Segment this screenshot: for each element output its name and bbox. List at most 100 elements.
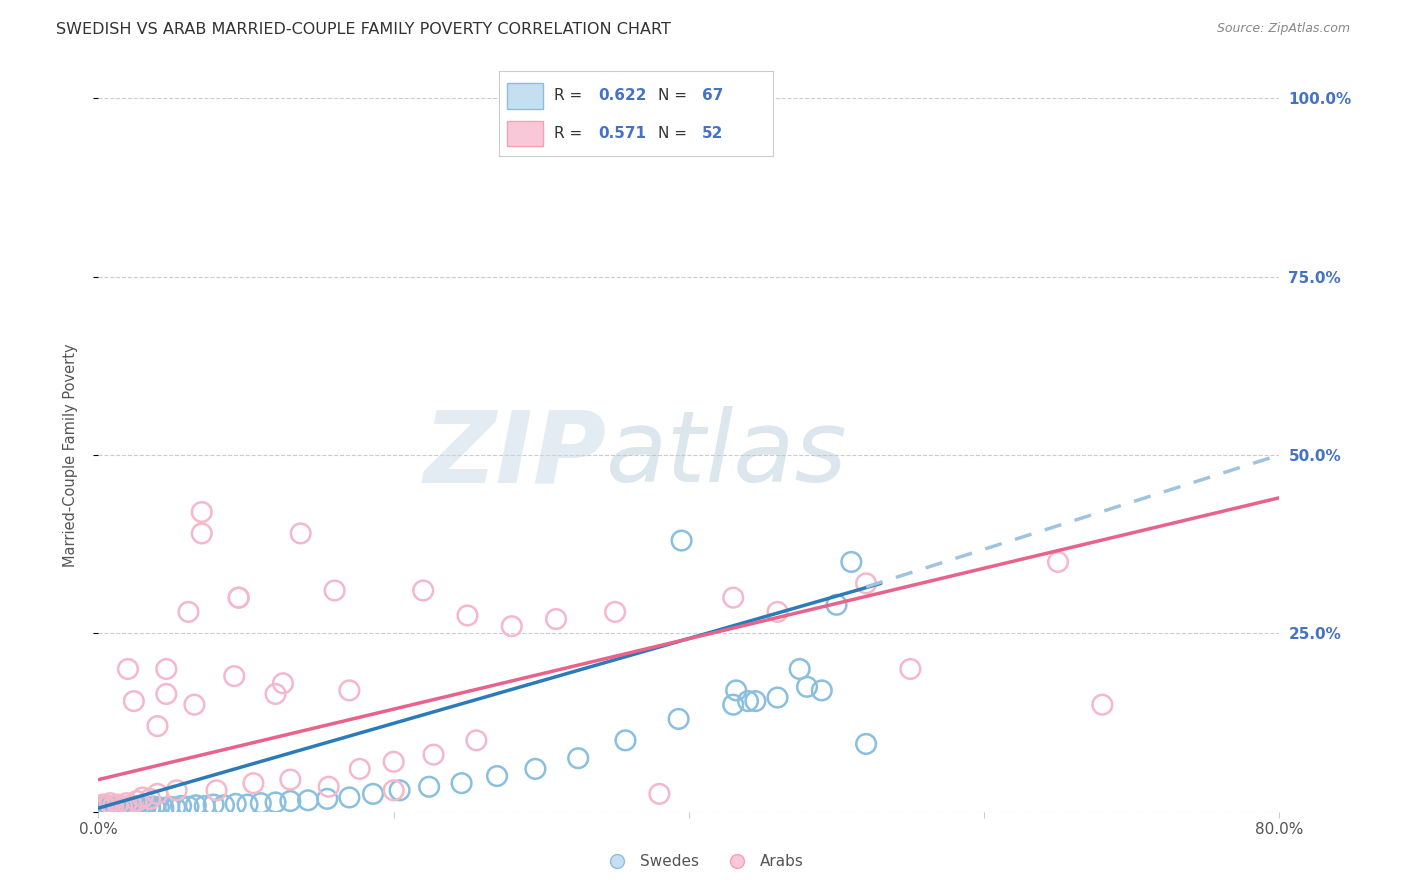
Point xyxy=(97,801,120,815)
Point xyxy=(111,800,134,814)
FancyBboxPatch shape xyxy=(508,120,543,146)
Point xyxy=(339,683,360,698)
Point xyxy=(177,605,200,619)
Point xyxy=(120,800,142,814)
Point xyxy=(94,803,117,817)
Point xyxy=(117,800,139,814)
Point xyxy=(1046,555,1069,569)
Point xyxy=(98,800,121,814)
Point xyxy=(155,687,177,701)
Point xyxy=(228,591,250,605)
Point xyxy=(91,797,114,812)
Point xyxy=(766,605,789,619)
Point xyxy=(107,797,129,812)
Point xyxy=(132,801,155,815)
Point xyxy=(388,783,411,797)
Point xyxy=(135,799,157,814)
Point xyxy=(236,797,259,812)
Point xyxy=(146,787,169,801)
Point xyxy=(89,801,111,815)
Point xyxy=(789,662,811,676)
Point xyxy=(242,776,264,790)
Point xyxy=(412,583,434,598)
Point xyxy=(194,799,217,814)
Point xyxy=(339,790,360,805)
Point xyxy=(422,747,444,762)
Point xyxy=(157,799,180,814)
Point xyxy=(1091,698,1114,712)
Point xyxy=(297,793,319,807)
Point xyxy=(103,799,125,814)
Point xyxy=(278,794,302,808)
Point xyxy=(166,783,188,797)
Point xyxy=(316,792,339,806)
Point xyxy=(96,799,118,814)
Point xyxy=(766,690,789,705)
Point xyxy=(125,799,148,814)
Point xyxy=(900,662,922,676)
Point xyxy=(264,687,287,701)
Point xyxy=(110,801,132,815)
Point xyxy=(224,669,246,683)
Point xyxy=(228,591,250,605)
Point xyxy=(108,799,131,814)
Point xyxy=(796,680,818,694)
Text: 0.571: 0.571 xyxy=(598,126,645,141)
Point xyxy=(91,802,114,816)
Point xyxy=(264,796,287,810)
Text: 0.622: 0.622 xyxy=(598,88,647,103)
Point xyxy=(361,787,384,801)
Text: N =: N = xyxy=(658,126,692,141)
Point xyxy=(225,797,247,811)
Point xyxy=(191,526,214,541)
Text: atlas: atlas xyxy=(606,407,848,503)
FancyBboxPatch shape xyxy=(508,83,543,109)
Point xyxy=(105,800,128,814)
Point xyxy=(146,719,169,733)
Point xyxy=(93,799,115,814)
Point xyxy=(501,619,523,633)
Point xyxy=(202,797,225,812)
Point xyxy=(648,787,671,801)
Point xyxy=(205,783,228,797)
Text: SWEDISH VS ARAB MARRIED-COUPLE FAMILY POVERTY CORRELATION CHART: SWEDISH VS ARAB MARRIED-COUPLE FAMILY PO… xyxy=(56,22,671,37)
Point xyxy=(382,755,405,769)
Legend: Swedes, Arabs: Swedes, Arabs xyxy=(596,848,810,875)
Point xyxy=(152,801,174,815)
Point xyxy=(103,799,125,814)
Point xyxy=(271,676,294,690)
Point xyxy=(456,608,478,623)
Point xyxy=(737,694,759,708)
Point xyxy=(122,801,145,815)
Point xyxy=(128,800,150,814)
Point xyxy=(614,733,637,747)
Text: R =: R = xyxy=(554,126,588,141)
Point xyxy=(100,802,122,816)
Point xyxy=(744,694,766,708)
Point xyxy=(165,800,187,814)
Point xyxy=(212,798,235,813)
Point xyxy=(725,683,748,698)
Point xyxy=(125,794,148,808)
Point xyxy=(148,800,170,814)
Point xyxy=(418,780,440,794)
Y-axis label: Married-Couple Family Poverty: Married-Couple Family Poverty xyxy=(63,343,77,566)
Point xyxy=(546,612,568,626)
Point xyxy=(120,798,142,813)
Point xyxy=(723,698,745,712)
Text: Source: ZipAtlas.com: Source: ZipAtlas.com xyxy=(1216,22,1350,36)
Point xyxy=(810,683,832,698)
Point xyxy=(117,662,139,676)
Point xyxy=(318,780,340,794)
Point xyxy=(114,799,136,814)
Text: 52: 52 xyxy=(702,126,724,141)
Text: R =: R = xyxy=(554,88,588,103)
Text: N =: N = xyxy=(658,88,692,103)
Point xyxy=(107,802,129,816)
Point xyxy=(98,796,121,810)
Point xyxy=(323,583,346,598)
Point xyxy=(183,698,205,712)
Point xyxy=(155,662,177,676)
Point xyxy=(465,733,488,747)
Point xyxy=(671,533,693,548)
